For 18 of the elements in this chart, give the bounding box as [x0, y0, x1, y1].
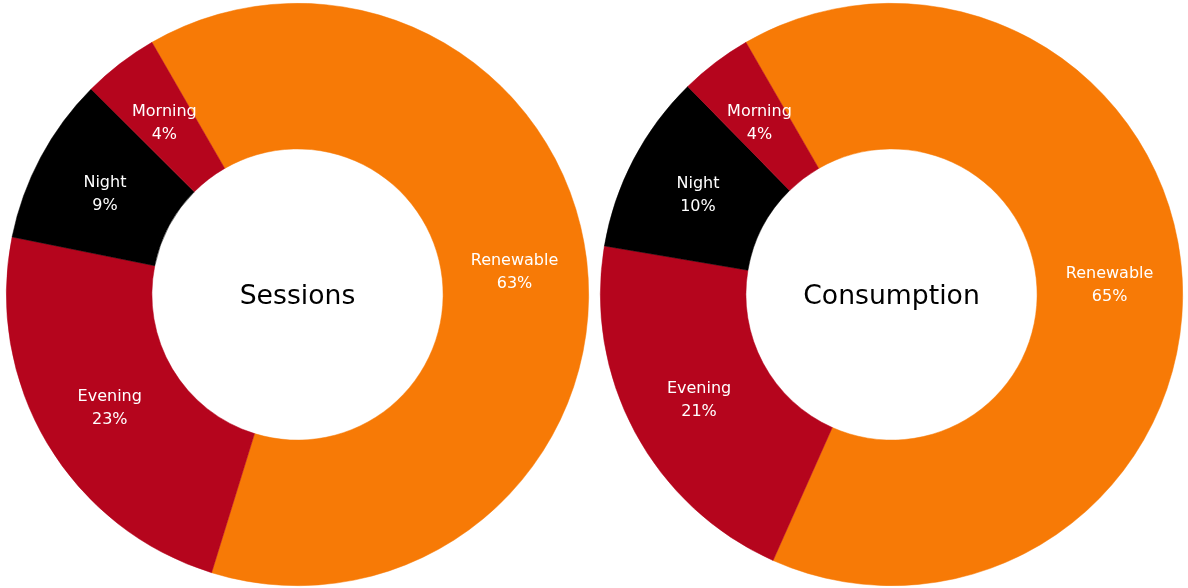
data-label: 63% [496, 273, 533, 293]
slice-label: Morning [727, 100, 792, 120]
data-label: 9% [92, 194, 118, 214]
slice-label: Night [83, 171, 127, 191]
data-label: 65% [1091, 286, 1128, 306]
data-label: 23% [91, 409, 128, 429]
slice-label: Renewable [1065, 263, 1154, 283]
slice-label: Night [676, 173, 720, 193]
text: Consumption [803, 279, 980, 310]
slice-label: Morning [131, 101, 197, 121]
data-label: 21% [681, 400, 717, 420]
data-label: 4% [151, 124, 178, 144]
slice-label: Renewable [470, 250, 559, 270]
slice-label: Evening [77, 386, 142, 406]
slice-label: Evening [666, 377, 732, 397]
text: Sessions [239, 279, 356, 310]
data-label: 10% [680, 196, 716, 216]
data-label: 4% [746, 123, 773, 143]
